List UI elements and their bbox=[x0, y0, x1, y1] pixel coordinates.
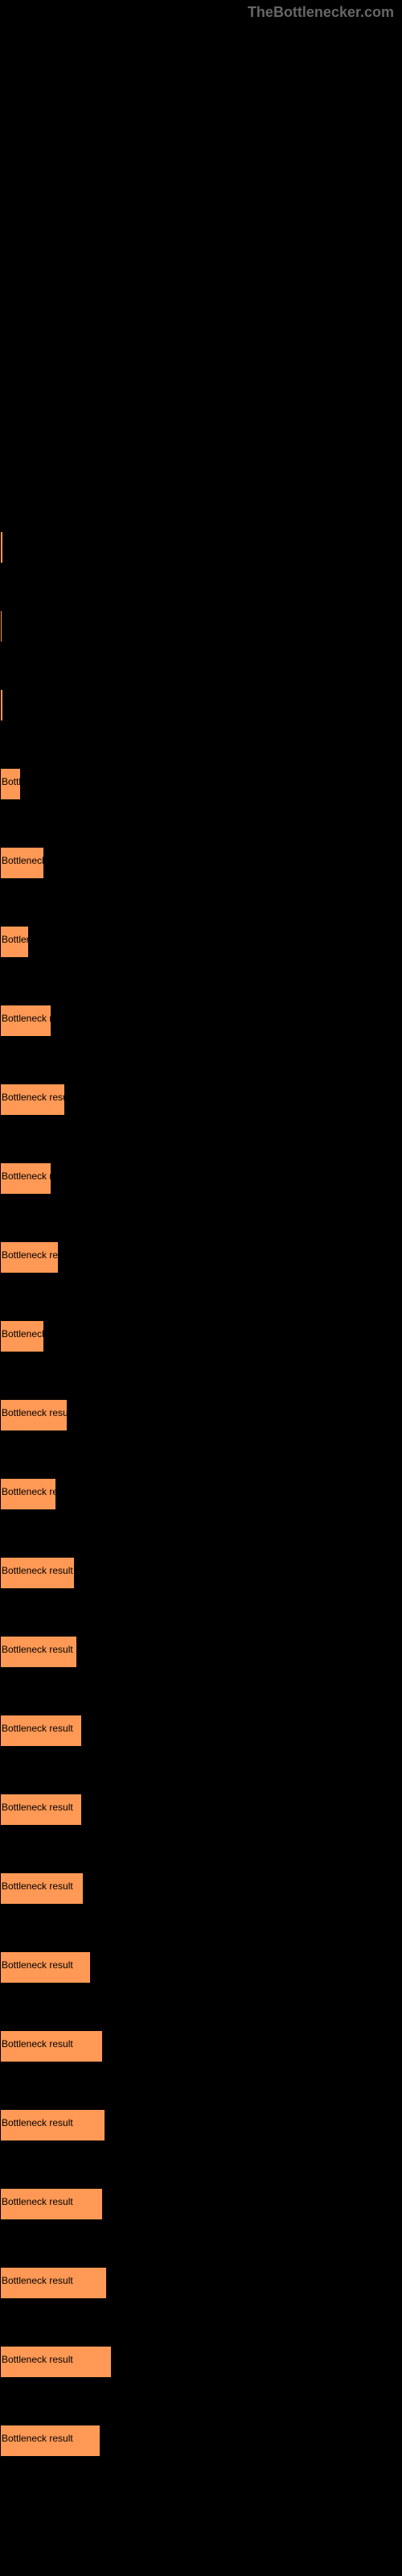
bar-text: Bottleneck r bbox=[2, 1013, 52, 1024]
bar-row: Bottleneck result bbox=[0, 2014, 402, 2070]
chart-container: B B Bottle Bottleneck Bottlen Bottleneck r Bot… bbox=[0, 0, 402, 2512]
bar-text: Bottleneck r bbox=[2, 1170, 52, 1182]
bar-row: Bottleneck result bbox=[0, 1935, 402, 1992]
bar-text: Bottleneck result bbox=[2, 2196, 73, 2207]
bar-row: Bottlen bbox=[0, 910, 402, 966]
bar-text: Bottleneck result bbox=[2, 2354, 73, 2365]
bar-row: Bottleneck res bbox=[0, 1225, 402, 1282]
bar-row: B bbox=[0, 673, 402, 729]
bar-row: Bottleneck result bbox=[0, 1856, 402, 1913]
bar-row: Bottleneck result bbox=[0, 2330, 402, 2386]
bar-text: Bottleneck resu bbox=[2, 1092, 67, 1103]
bar-text: Bottlen bbox=[2, 934, 31, 945]
bar-row: Bottleneck r bbox=[0, 989, 402, 1045]
bar-row: Bottleneck result bbox=[0, 2172, 402, 2228]
bar-text: Bottleneck result bbox=[2, 1644, 73, 1655]
bar-row: Bottleneck resu bbox=[0, 1067, 402, 1124]
bar-text: B bbox=[2, 539, 5, 551]
bar-text: Bottleneck result bbox=[2, 2117, 73, 2128]
bar-text: Bottle bbox=[2, 776, 23, 787]
bar-text: Bottleneck result bbox=[2, 1959, 73, 1971]
bar-row: Bottleneck resul bbox=[0, 1383, 402, 1439]
bar-row: Bottleneck r bbox=[0, 1146, 402, 1203]
bar bbox=[0, 610, 2, 642]
bar-text: Bottleneck result bbox=[2, 1723, 73, 1734]
bar-row: Bottleneck bbox=[0, 1304, 402, 1360]
bar-row: Bottleneck result bbox=[0, 1699, 402, 1755]
bar-row: Bottle bbox=[0, 752, 402, 808]
bar-text: Bottleneck result bbox=[2, 1880, 73, 1892]
bar-row: Bottleneck result bbox=[0, 2409, 402, 2465]
bar-text: Bottleneck bbox=[2, 855, 46, 866]
bar-row: B bbox=[0, 515, 402, 572]
bar-row bbox=[0, 594, 402, 650]
bar-text: Bottleneck result bbox=[2, 1565, 73, 1576]
bar-row: Bottleneck result bbox=[0, 2093, 402, 2149]
bar-text: Bottleneck re bbox=[2, 1486, 58, 1497]
bar-row: Bottleneck re bbox=[0, 1462, 402, 1518]
bar-row: Bottleneck result bbox=[0, 1620, 402, 1676]
bar-text: Bottleneck res bbox=[2, 1249, 60, 1261]
bar-row: Bottleneck result bbox=[0, 1777, 402, 1834]
bar-text: Bottleneck bbox=[2, 1328, 46, 1340]
bar-row: Bottleneck bbox=[0, 831, 402, 887]
bar-text: Bottleneck resul bbox=[2, 1407, 69, 1418]
bar-text: Bottleneck result bbox=[2, 2433, 73, 2444]
bar-text: B bbox=[2, 697, 5, 708]
bar-text: Bottleneck result bbox=[2, 2038, 73, 2050]
bar-row: Bottleneck result bbox=[0, 1541, 402, 1597]
bar-text: Bottleneck result bbox=[2, 2275, 73, 2286]
bar-row: Bottleneck result bbox=[0, 2251, 402, 2307]
bar-text: Bottleneck result bbox=[2, 1802, 73, 1813]
